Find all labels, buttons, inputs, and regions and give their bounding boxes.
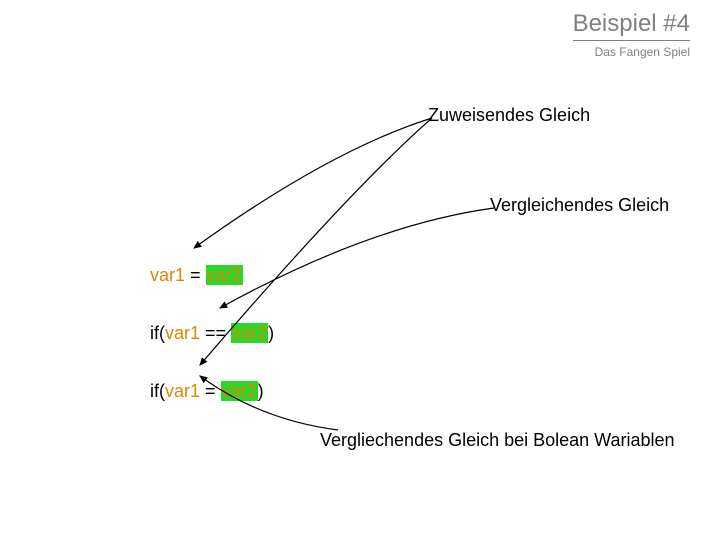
code-line-3: if(var1 = var2): [140, 360, 264, 402]
code-line-2: if(var1 == var2): [140, 302, 274, 344]
label-compare: Vergleichendes Gleich: [490, 195, 669, 216]
code-post: ): [268, 323, 274, 343]
var1-token: var1: [165, 381, 200, 401]
code-post: ): [258, 381, 264, 401]
op-token: =: [185, 265, 206, 285]
var1-token: var1: [165, 323, 200, 343]
code-pre: if(: [150, 381, 165, 401]
label-bool-compare: Vergliechendes Gleich bei Bolean Wariabl…: [320, 430, 675, 451]
slide-title: Beispiel #4: [573, 10, 690, 38]
slide-subtitle: Das Fangen Spiel: [573, 45, 690, 59]
op-token: =: [200, 381, 221, 401]
code-line-1: var1 = var2: [140, 244, 243, 286]
code-pre: if(: [150, 323, 165, 343]
label-assign: Zuweisendes Gleich: [428, 105, 590, 126]
var2-token: var2: [206, 265, 243, 285]
var1-token: var1: [150, 265, 185, 285]
var2-token: var2: [231, 323, 268, 343]
arrows-layer: [0, 0, 720, 540]
title-underline: [573, 40, 690, 41]
slide-header: Beispiel #4 Das Fangen Spiel: [573, 10, 690, 59]
var2-token: var2: [221, 381, 258, 401]
op-token: ==: [200, 323, 231, 343]
